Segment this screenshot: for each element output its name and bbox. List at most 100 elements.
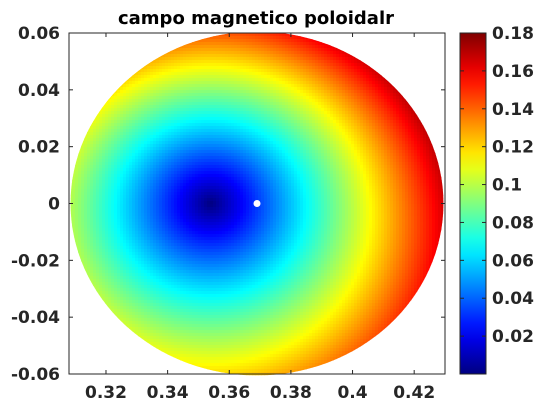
field-cell (288, 147, 292, 151)
field-cell (111, 138, 115, 142)
field-cell (150, 150, 154, 154)
field-cell (213, 72, 217, 76)
field-cell (324, 156, 328, 160)
field-cell (294, 111, 298, 115)
field-cell (270, 117, 274, 121)
field-cell (324, 141, 328, 145)
field-cell (117, 150, 121, 154)
field-cell (99, 120, 103, 124)
field-cell (240, 99, 244, 103)
field-cell (138, 180, 142, 184)
field-cell (141, 90, 145, 94)
field-cell (207, 51, 211, 55)
field-cell (243, 156, 247, 160)
field-cell (378, 177, 382, 181)
field-cell (288, 84, 292, 88)
field-cell (387, 138, 391, 142)
field-cell (165, 165, 169, 169)
field-cell (333, 105, 337, 109)
field-cell (210, 60, 214, 64)
field-cell (243, 108, 247, 112)
field-cell (384, 117, 388, 121)
field-cell (246, 45, 250, 49)
field-cell (183, 66, 187, 70)
field-cell (237, 78, 241, 82)
field-cell (288, 66, 292, 70)
field-cell (372, 156, 376, 160)
field-cell (327, 135, 331, 139)
field-cell (327, 177, 331, 181)
field-cell (234, 72, 238, 76)
field-cell (399, 99, 403, 103)
field-cell (186, 168, 190, 172)
field-cell (210, 135, 214, 139)
field-cell (366, 129, 370, 133)
field-cell (402, 96, 406, 100)
field-cell (255, 168, 259, 172)
field-cell (135, 123, 139, 127)
field-cell (162, 159, 166, 163)
field-cell (150, 78, 154, 82)
field-cell (348, 138, 352, 142)
field-cell (279, 54, 283, 58)
field-cell (321, 81, 325, 85)
field-cell (282, 147, 286, 151)
field-cell (216, 60, 220, 64)
field-cell (213, 84, 217, 88)
field-cell (153, 96, 157, 100)
field-cell (78, 162, 82, 166)
field-cell (240, 153, 244, 157)
field-cell (144, 72, 148, 76)
field-cell (354, 78, 358, 82)
field-cell (312, 111, 316, 115)
field-cell (324, 45, 328, 49)
field-cell (210, 150, 214, 154)
field-cell (135, 99, 139, 103)
field-cell (135, 72, 139, 76)
field-cell (369, 144, 373, 148)
field-cell (204, 69, 208, 73)
field-cell (306, 153, 310, 157)
field-cell (321, 99, 325, 103)
field-cell (219, 138, 223, 142)
field-cell (351, 84, 355, 88)
field-cell (183, 72, 187, 76)
field-cell (207, 72, 211, 76)
field-cell (114, 123, 118, 127)
field-cell (372, 93, 376, 97)
field-cell (228, 174, 232, 178)
field-cell (357, 78, 361, 82)
field-cell (381, 141, 385, 145)
field-cell (222, 51, 226, 55)
field-cell (228, 93, 232, 97)
field-cell (342, 57, 346, 61)
field-cell (246, 135, 250, 139)
field-cell (195, 72, 199, 76)
field-cell (222, 66, 226, 70)
field-cell (408, 129, 412, 133)
field-cell (168, 102, 172, 106)
field-cell (99, 117, 103, 121)
field-cell (228, 36, 232, 40)
field-cell (78, 165, 82, 169)
field-cell (369, 99, 373, 103)
field-cell (282, 72, 286, 76)
field-cell (378, 90, 382, 94)
field-cell (249, 168, 253, 172)
field-cell (351, 174, 355, 178)
field-cell (336, 87, 340, 91)
field-cell (333, 114, 337, 118)
field-cell (228, 165, 232, 169)
field-cell (294, 72, 298, 76)
field-cell (306, 114, 310, 118)
field-cell (180, 96, 184, 100)
field-cell (378, 126, 382, 130)
field-cell (294, 63, 298, 67)
field-cell (225, 51, 229, 55)
field-cell (342, 177, 346, 181)
field-cell (216, 111, 220, 115)
field-cell (327, 105, 331, 109)
field-cell (261, 78, 265, 82)
field-cell (171, 69, 175, 73)
field-cell (342, 96, 346, 100)
